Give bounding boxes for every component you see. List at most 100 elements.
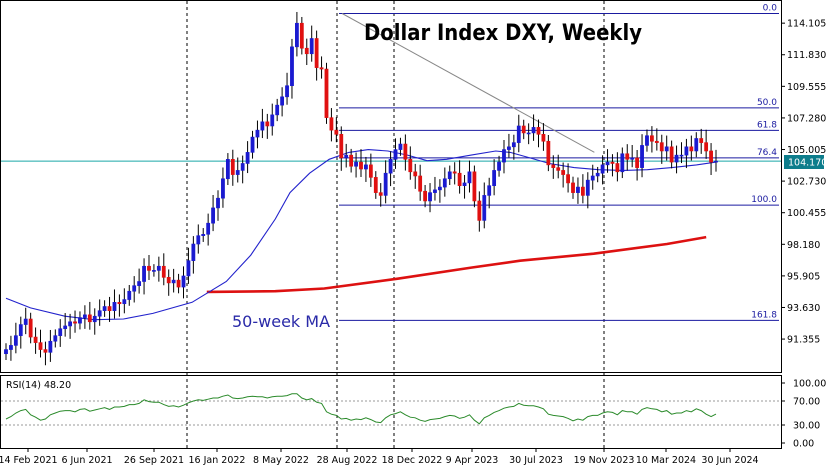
candle-body: [161, 265, 166, 278]
candle-body: [260, 121, 265, 131]
candle-body: [18, 324, 23, 336]
candle-body: [38, 342, 43, 350]
candle-body: [334, 129, 339, 135]
fib-level-label: 76.4: [757, 148, 777, 158]
candle-body: [235, 170, 240, 175]
candle-body: [694, 138, 699, 152]
vertical-separators: [186, 1, 605, 448]
price-tick-label: 91.355: [787, 335, 820, 346]
rsi-tick-label: 100.00: [793, 379, 826, 390]
fib-level-label: 50.0: [757, 98, 777, 108]
candle-body: [595, 172, 600, 177]
candle-body: [250, 136, 255, 153]
candle-body: [437, 186, 442, 191]
candle-body: [413, 171, 418, 177]
time-tick-label: 9 Apr 2023: [446, 455, 499, 466]
price-tick-label: 98.180: [787, 240, 820, 251]
candle-body: [230, 159, 235, 175]
rsi-tick-label: 30.00: [793, 421, 820, 432]
rsi-tick-label: 70.00: [793, 397, 820, 408]
candle-body: [137, 281, 142, 286]
candle-body: [225, 159, 230, 180]
candle-body: [92, 315, 97, 323]
time-tick-label: 16 Jan 2022: [189, 455, 246, 466]
candle-body: [373, 177, 378, 193]
candle-body: [245, 152, 250, 164]
candle-body: [142, 265, 146, 282]
candle-body: [699, 138, 704, 143]
candle-body: [452, 171, 457, 174]
fib-level-label: 100.0: [751, 195, 777, 205]
candle-body: [664, 146, 669, 152]
candle-body: [403, 143, 408, 160]
candle-body: [393, 149, 398, 160]
candle-body: [521, 125, 526, 134]
candle-body: [97, 310, 102, 317]
candle-body: [610, 161, 615, 164]
candle-body: [704, 142, 709, 152]
fib-level-label: 61.8: [757, 120, 777, 130]
candle-body: [304, 47, 309, 55]
candle-body: [650, 135, 654, 142]
candle-body: [58, 328, 63, 336]
candle-body: [216, 197, 220, 209]
candle-body: [68, 321, 72, 327]
candle-body: [482, 195, 487, 221]
candle-body: [201, 233, 206, 236]
candle-body: [270, 114, 275, 127]
current-price-label: 104.170: [788, 158, 827, 169]
candle-body: [383, 172, 388, 196]
candle-body: [53, 335, 58, 342]
ma-50-line: [206, 235, 707, 294]
candle-body: [339, 134, 344, 159]
candle-body: [112, 302, 117, 311]
candle-body: [102, 306, 107, 311]
candle-body: [344, 154, 349, 159]
fib-level-label: 0.0: [763, 4, 778, 14]
candle-body: [423, 190, 427, 202]
candle-body: [349, 154, 354, 167]
ma-annotation: 50-week MA: [232, 312, 330, 331]
candle-body: [285, 85, 289, 98]
candle-body: [152, 270, 156, 272]
candle-body: [107, 306, 112, 311]
candle-body: [502, 149, 506, 163]
candle-body: [13, 335, 18, 346]
candle-body: [447, 171, 452, 180]
current-price-badge: [784, 155, 824, 169]
candle-body: [561, 170, 566, 175]
time-tick-label: 30 Jul 2023: [509, 455, 563, 466]
candle-body: [684, 146, 689, 156]
fibonacci-levels: 0.0 50.0 61.8 76.4 100.0 161.8: [339, 4, 779, 321]
candle-body: [166, 277, 171, 284]
candle-body: [275, 104, 280, 116]
candle-body: [625, 153, 630, 160]
candle-body: [472, 171, 477, 202]
candle-body: [605, 161, 610, 166]
price-tick-label: 100.455: [787, 208, 826, 219]
trendline: [341, 13, 595, 153]
candle-body: [63, 325, 68, 330]
ma-blue-line: [5, 149, 717, 321]
candle-body: [576, 186, 580, 193]
candle-body: [546, 140, 551, 166]
price-tick-label: 107.280: [787, 113, 826, 124]
candle-body: [669, 146, 674, 163]
time-tick-label: 14 Feb 2021: [0, 455, 58, 466]
candle-body: [368, 164, 373, 178]
candle-body: [580, 186, 585, 196]
candle-body: [600, 164, 605, 174]
candle-body: [314, 38, 319, 68]
candle-body: [23, 318, 28, 325]
time-tick-label: 30 Jun 2024: [701, 455, 758, 466]
candle-body: [117, 302, 122, 305]
candle-body: [127, 290, 132, 300]
candle-body: [714, 160, 718, 163]
candle-body: [364, 164, 368, 170]
candle-body: [511, 142, 516, 148]
time-tick-label: 8 May 2022: [253, 455, 309, 466]
candle-body: [462, 182, 467, 186]
candle-body: [516, 125, 521, 143]
candle-body: [689, 146, 694, 152]
